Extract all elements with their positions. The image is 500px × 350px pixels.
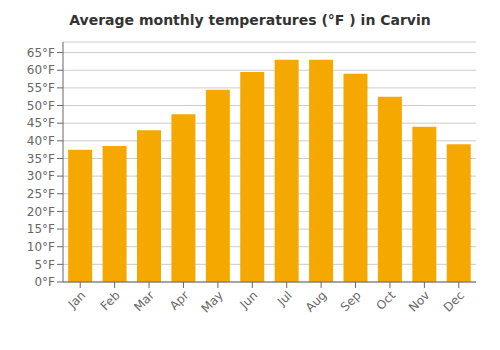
svg-text:35°F: 35°F [27, 152, 55, 166]
svg-text:40°F: 40°F [27, 134, 55, 148]
svg-text:May: May [199, 288, 226, 315]
svg-text:0°F: 0°F [34, 275, 55, 289]
svg-text:55°F: 55°F [27, 81, 55, 95]
svg-text:Feb: Feb [98, 288, 123, 313]
svg-text:50°F: 50°F [27, 99, 55, 113]
svg-text:Oct: Oct [374, 288, 399, 313]
svg-text:60°F: 60°F [27, 63, 55, 77]
svg-text:65°F: 65°F [27, 46, 55, 60]
svg-text:Dec: Dec [441, 288, 467, 314]
svg-text:20°F: 20°F [27, 205, 55, 219]
svg-text:Jun: Jun [237, 288, 261, 312]
svg-text:Apr: Apr [167, 288, 192, 313]
html-text:Average monthly temperatures (: Average monthly temperatures (°F ) in Ca… [69, 12, 431, 28]
svg-text:Aug: Aug [303, 288, 329, 314]
svg-text:25°F: 25°F [27, 187, 55, 201]
svg-text:45°F: 45°F [27, 116, 55, 130]
svg-text:30°F: 30°F [27, 169, 55, 183]
svg-text:5°F: 5°F [34, 258, 55, 272]
svg-text:Mar: Mar [131, 288, 157, 314]
svg-text:Nov: Nov [406, 288, 432, 314]
svg-text:Jan: Jan [65, 288, 89, 312]
svg-text:Sep: Sep [338, 288, 364, 314]
svg-text:10°F: 10°F [27, 240, 55, 254]
svg-text:15°F: 15°F [27, 222, 55, 236]
svg-text:Jul: Jul [274, 288, 295, 309]
